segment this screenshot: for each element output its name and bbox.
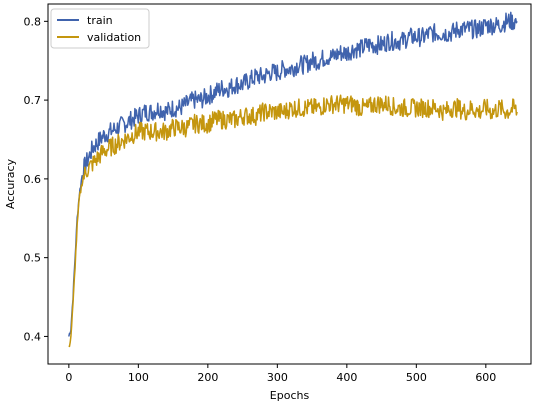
x-tick-label: 400 [336, 371, 357, 384]
y-tick-label: 0.7 [24, 94, 42, 107]
series-layer [68, 11, 518, 348]
legend: train validation [50, 8, 150, 49]
y-axis: 0.4 0.5 0.6 0.7 0.8 [24, 15, 48, 343]
legend-label-train: train [87, 14, 113, 27]
x-tick-label: 0 [65, 371, 72, 384]
y-tick-label: 0.5 [24, 252, 42, 265]
y-axis-label: Accuracy [4, 158, 17, 209]
x-tick-label: 100 [128, 371, 149, 384]
legend-box [50, 8, 150, 49]
plot-background [48, 4, 531, 364]
x-axis-label: Epochs [270, 389, 310, 402]
legend-label-validation: validation [87, 31, 141, 44]
y-tick-label: 0.8 [24, 15, 42, 28]
x-tick-label: 600 [475, 371, 496, 384]
x-tick-label: 200 [197, 371, 218, 384]
series-line-validation [68, 94, 518, 348]
x-tick-label: 500 [406, 371, 427, 384]
y-tick-label: 0.4 [24, 330, 42, 343]
plot-frame [47, 3, 532, 365]
plot-area [47, 3, 532, 365]
series-line-train [68, 11, 518, 337]
y-tick-label: 0.6 [24, 173, 42, 186]
x-axis: 0 100 200 300 400 500 600 [65, 364, 496, 384]
x-tick-label: 300 [267, 371, 288, 384]
